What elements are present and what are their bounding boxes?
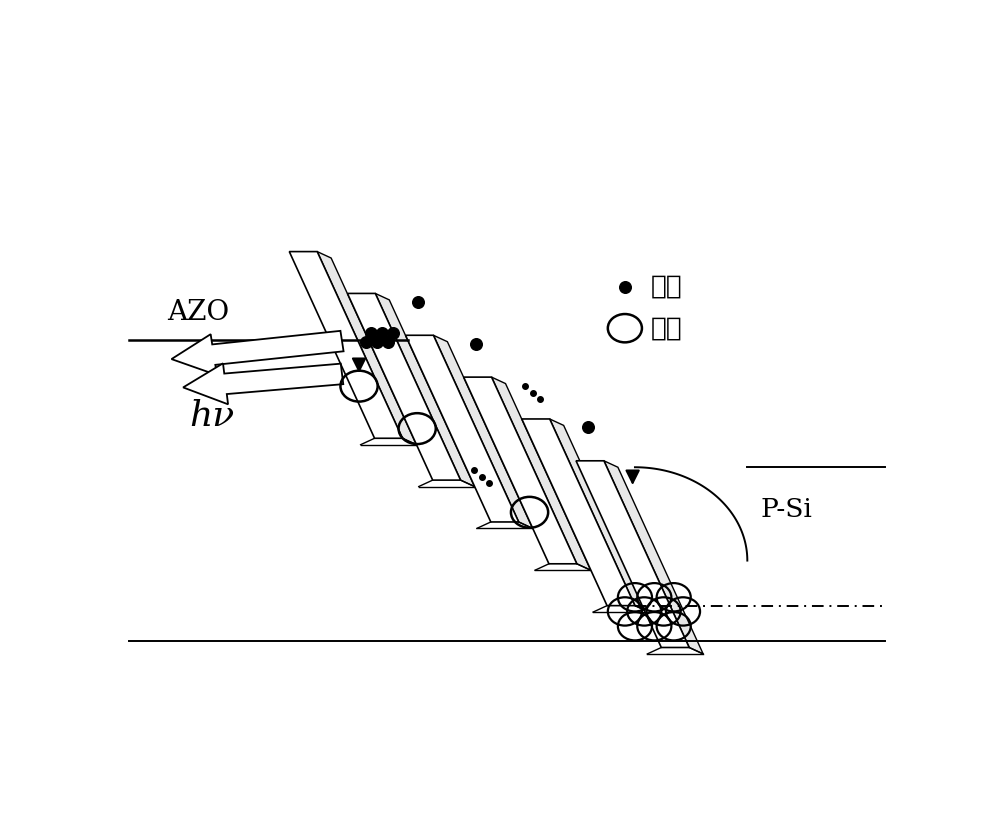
Point xyxy=(580,421,596,434)
Polygon shape xyxy=(375,293,475,487)
Point xyxy=(374,327,390,340)
Point xyxy=(468,337,484,350)
Polygon shape xyxy=(172,331,344,375)
Polygon shape xyxy=(347,293,461,480)
Point xyxy=(369,335,385,349)
Polygon shape xyxy=(550,419,649,612)
Polygon shape xyxy=(433,335,533,528)
Point xyxy=(410,295,426,308)
Point xyxy=(380,335,396,349)
Point xyxy=(466,464,482,477)
Polygon shape xyxy=(604,461,703,654)
Text: AZO: AZO xyxy=(168,298,230,326)
Polygon shape xyxy=(492,377,591,570)
Point xyxy=(363,327,379,340)
Text: hν: hν xyxy=(189,399,234,433)
Polygon shape xyxy=(317,252,416,445)
Point xyxy=(481,477,497,490)
Polygon shape xyxy=(464,377,577,563)
Point xyxy=(617,280,633,293)
Polygon shape xyxy=(576,461,689,648)
Point xyxy=(358,335,374,349)
Point xyxy=(532,392,548,405)
Point xyxy=(517,380,533,393)
Text: 空穴: 空穴 xyxy=(650,315,682,341)
Text: 电子: 电子 xyxy=(650,274,682,300)
Polygon shape xyxy=(406,335,519,522)
Point xyxy=(474,470,490,483)
Point xyxy=(525,386,541,400)
Polygon shape xyxy=(522,419,635,605)
Polygon shape xyxy=(183,364,343,405)
Polygon shape xyxy=(289,252,402,438)
Text: P-Si: P-Si xyxy=(761,497,812,522)
Point xyxy=(385,327,401,340)
